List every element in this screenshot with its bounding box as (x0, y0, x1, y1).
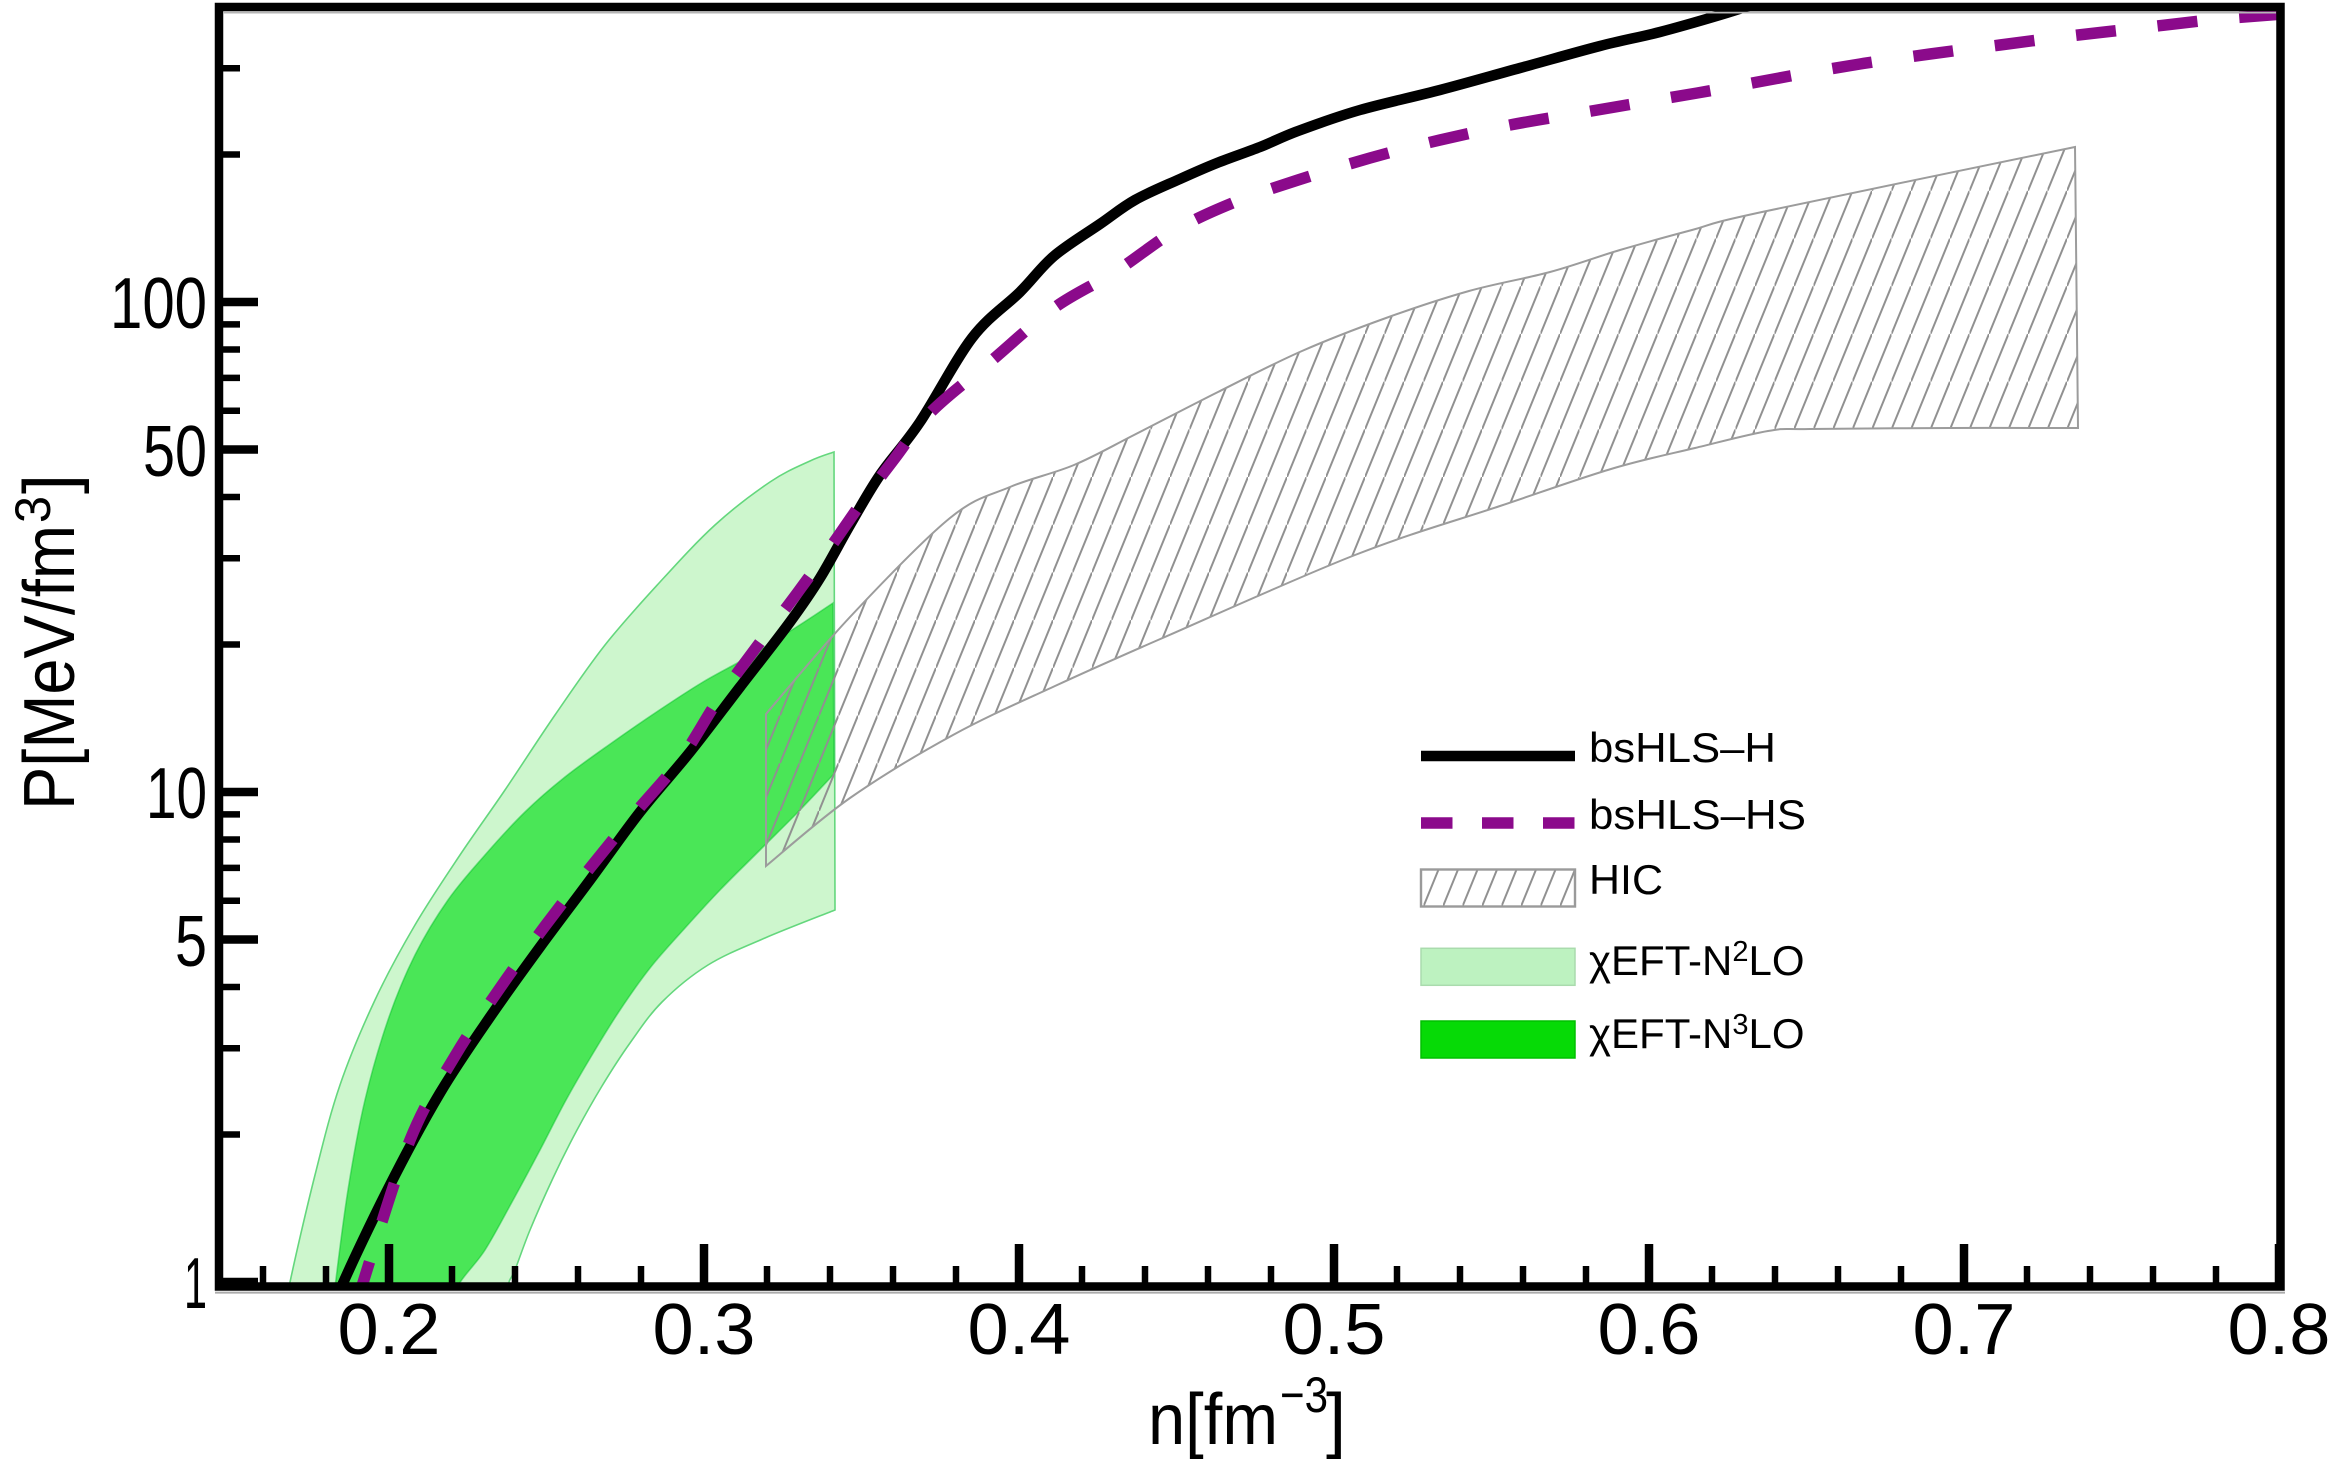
svg-text:χEFT-N2LO: χEFT-N2LO (1589, 936, 1805, 984)
svg-text:P[MeV/fm: P[MeV/fm (10, 525, 90, 810)
svg-text:50: 50 (143, 412, 207, 492)
svg-text:3: 3 (5, 496, 61, 523)
svg-text:0.7: 0.7 (1913, 1290, 2016, 1370)
svg-text:0.8: 0.8 (2228, 1290, 2331, 1370)
svg-text:0.5: 0.5 (1283, 1290, 1386, 1370)
svg-text:100: 100 (110, 264, 207, 344)
svg-text:−3: −3 (1280, 1367, 1328, 1423)
svg-text:]: ] (10, 474, 90, 494)
svg-text:bsHLS–HS: bsHLS–HS (1589, 791, 1806, 838)
svg-text:0.3: 0.3 (653, 1290, 756, 1370)
svg-text:10: 10 (146, 754, 207, 834)
svg-text:1: 1 (184, 1244, 207, 1324)
svg-text:0.4: 0.4 (968, 1290, 1071, 1370)
svg-text:χEFT-N3LO: χEFT-N3LO (1589, 1009, 1805, 1057)
svg-text:bsHLS–H: bsHLS–H (1589, 724, 1776, 771)
svg-text:HIC: HIC (1589, 856, 1663, 903)
svg-text:0.2: 0.2 (338, 1290, 441, 1370)
svg-text:5: 5 (175, 902, 207, 982)
svg-text:]: ] (1326, 1380, 1346, 1460)
svg-text:n[fm: n[fm (1148, 1380, 1278, 1460)
svg-text:0.6: 0.6 (1598, 1290, 1701, 1370)
